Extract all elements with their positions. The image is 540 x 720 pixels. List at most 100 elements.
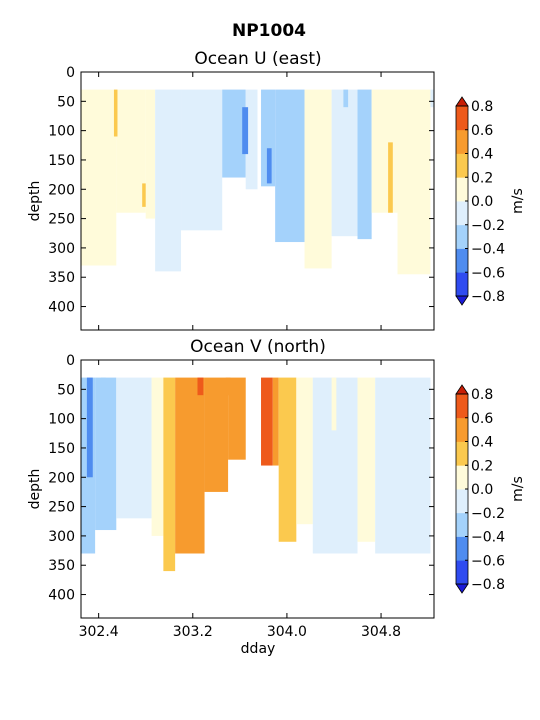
u-colorbar-tick-label: −0.4 <box>471 242 505 258</box>
v-profile-patch <box>86 377 93 478</box>
v-profile-segment <box>357 377 376 542</box>
v-profile-patch <box>225 377 231 396</box>
u-ytick-label: 250 <box>48 212 75 228</box>
u-colorbar-tick-label: 0.0 <box>471 194 493 210</box>
v-xtick-label: 304.8 <box>361 624 401 640</box>
u-profile-segment <box>181 89 223 231</box>
u-profile-segment <box>116 89 146 213</box>
v-profile-segment <box>95 377 117 531</box>
u-colorbar-band <box>456 248 468 273</box>
u-panel: Ocean U (east) depth 0 50 100 150 200 250 300 3… <box>27 49 526 331</box>
v-profile-patch <box>101 377 106 419</box>
u-profile-segment <box>81 89 117 266</box>
v-profile-segment <box>204 377 229 492</box>
u-colorbar-band <box>456 201 468 226</box>
u-colorbar-over-arrow <box>455 96 469 107</box>
v-ytick-label: 350 <box>48 558 75 574</box>
u-colorbar-tick-label: 0.2 <box>471 170 493 186</box>
v-profile-segment <box>261 377 273 466</box>
u-profile-segment <box>430 89 434 108</box>
v-profile-segment <box>116 377 152 519</box>
v-colorbar-tick-label: 0.0 <box>471 482 493 498</box>
v-colorbar-tick-label: −0.6 <box>471 553 505 569</box>
v-ytick-label: 0 <box>66 353 75 369</box>
u-colorbar-band <box>456 129 468 154</box>
v-panel: Ocean V (north) depth dday 0 50 100 150 200 2… <box>27 337 526 657</box>
v-colorbar-band <box>456 560 468 585</box>
v-profile-segment <box>151 377 164 536</box>
u-ytick-label: 300 <box>48 241 75 257</box>
v-colorbar-band <box>456 441 468 466</box>
u-profile-segment <box>397 89 431 275</box>
v-profile-segment <box>296 377 313 525</box>
v-colorbar-band <box>456 512 468 537</box>
v-axes: 0 50 100 150 200 250 300 350 400 302.4 303.2 304.0 3… <box>48 353 435 640</box>
v-colorbar-band <box>456 465 468 490</box>
v-colorbar-under-arrow <box>455 583 469 594</box>
u-ytick-label: 350 <box>48 270 75 286</box>
v-colorbar-tick-label: −0.4 <box>471 530 505 546</box>
v-profile-segment <box>278 377 297 542</box>
u-profile-patch <box>142 183 146 207</box>
u-colorbar-tick-label: −0.8 <box>471 289 505 305</box>
v-xtick-label: 303.2 <box>173 624 213 640</box>
u-axes-frame <box>80 71 435 331</box>
u-profile-patch <box>266 148 272 184</box>
u-profile-patch <box>343 89 349 108</box>
u-profile-patch <box>388 142 393 213</box>
v-colorbar-label: m/s <box>510 476 526 502</box>
v-xtick-label: 304.0 <box>267 624 307 640</box>
v-profile-patch <box>331 377 337 431</box>
u-colorbar-label: m/s <box>510 188 526 214</box>
v-colorbar-tick-label: −0.2 <box>471 506 505 522</box>
u-colorbar-under-arrow <box>455 295 469 306</box>
u-profile-segment <box>245 89 258 190</box>
u-colorbar: 0.8 0.6 0.4 0.2 0.0 −0.2 −0.4 −0.6 −0.8 <box>455 96 505 306</box>
u-colorbar-band <box>456 153 468 178</box>
u-axes: 0 50 100 150 200 250 300 350 400 <box>48 65 435 331</box>
u-title: Ocean U (east) <box>194 49 321 69</box>
u-ylabel: depth <box>27 181 43 222</box>
v-colorbar-tick-label: 0.2 <box>471 458 493 474</box>
v-axes-frame <box>80 359 435 619</box>
u-ytick-label: 400 <box>48 300 75 316</box>
u-colorbar-tick-label: 0.4 <box>471 147 493 163</box>
v-ylabel: depth <box>27 469 43 510</box>
v-colorbar-tick-label: 0.4 <box>471 435 493 451</box>
v-colorbar-band <box>456 536 468 561</box>
v-colorbar-band <box>456 489 468 514</box>
u-colorbar-tick-label: 0.6 <box>471 123 493 139</box>
v-profile-segment <box>228 377 246 460</box>
v-plot-area <box>81 377 431 572</box>
figure-suptitle: NP1004 <box>232 21 306 41</box>
v-profile-segment <box>163 377 176 572</box>
v-ytick-label: 300 <box>48 529 75 545</box>
v-title: Ocean V (north) <box>190 337 326 357</box>
v-colorbar-band <box>456 394 468 419</box>
u-ytick-label: 50 <box>57 94 75 110</box>
u-profile-segment <box>304 89 332 269</box>
u-profile-segment <box>155 89 182 272</box>
u-profile-segment <box>145 89 156 219</box>
u-profile-segment <box>275 89 305 243</box>
v-ytick-label: 250 <box>48 500 75 516</box>
u-profile-segment <box>331 89 358 237</box>
u-colorbar-band <box>456 224 468 249</box>
u-profile-patch <box>242 107 249 155</box>
v-profile-segment <box>375 377 431 554</box>
v-ytick-label: 100 <box>48 412 75 428</box>
v-profile-segment <box>175 377 205 554</box>
v-profile-segment <box>272 377 279 466</box>
v-ytick-label: 200 <box>48 470 75 486</box>
u-colorbar-band <box>456 272 468 297</box>
v-xtick-label: 302.4 <box>79 624 119 640</box>
u-colorbar-tick-label: −0.6 <box>471 265 505 281</box>
u-colorbar-tick-label: −0.2 <box>471 218 505 234</box>
v-colorbar-band <box>456 417 468 442</box>
v-profile-patch <box>197 377 204 396</box>
v-colorbar-tick-label: 0.8 <box>471 387 493 403</box>
u-profile-segment <box>222 89 246 178</box>
u-ytick-label: 200 <box>48 182 75 198</box>
u-profile-segment <box>357 89 372 240</box>
